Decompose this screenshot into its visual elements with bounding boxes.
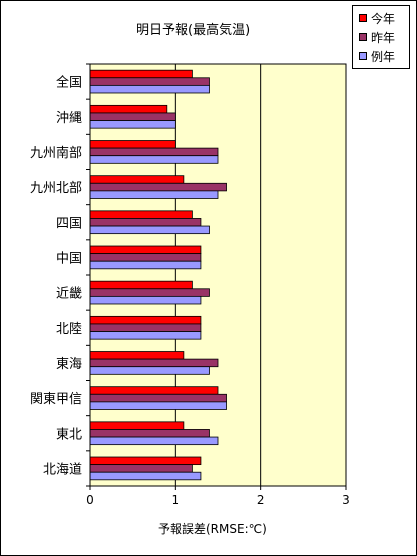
plot-area <box>90 64 346 486</box>
bar-2-4 <box>89 225 210 235</box>
bar-2-6 <box>89 295 202 305</box>
bar-2-7 <box>89 331 202 340</box>
bar-2-0 <box>89 84 210 94</box>
bar-1-8 <box>89 358 219 368</box>
bar-2-1 <box>89 120 176 129</box>
bar-0-9 <box>89 386 219 395</box>
category-label-7: 北陸 <box>56 321 82 337</box>
legend-swatch-last-year <box>359 33 367 41</box>
category-label-2: 九州南部 <box>30 145 82 161</box>
category-label-6: 近畿 <box>56 287 82 302</box>
x-tick-label-2: 2 <box>257 493 265 507</box>
x-tick-label-0: 0 <box>86 493 94 507</box>
chart-title: 明日予報(最高気温) <box>136 23 251 38</box>
bar-1-0 <box>89 77 210 86</box>
bar-0-8 <box>89 351 185 360</box>
bar-1-2 <box>89 147 219 157</box>
bar-1-7 <box>89 323 202 332</box>
category-label-10: 東北 <box>56 426 82 442</box>
bar-2-5 <box>89 260 202 270</box>
bar-0-2 <box>89 140 176 149</box>
legend: 今年 昨年 例年 <box>352 5 410 69</box>
bar-0-5 <box>89 245 202 255</box>
x-axis-label: 予報誤差(RMSE:℃) <box>158 522 267 536</box>
bar-1-11 <box>89 464 193 473</box>
category-label-5: 中国 <box>56 251 82 266</box>
bar-0-1 <box>89 104 168 114</box>
bar-0-4 <box>89 210 193 219</box>
category-label-1: 沖縄 <box>56 111 82 126</box>
bar-0-10 <box>89 421 185 430</box>
bar-0-6 <box>89 280 193 290</box>
bar-2-3 <box>89 190 219 199</box>
legend-label-last-year: 昨年 <box>371 31 396 45</box>
legend-label-normal-year: 例年 <box>371 50 396 64</box>
bar-2-9 <box>89 401 227 410</box>
legend-swatch-normal-year <box>359 52 367 60</box>
bar-1-5 <box>89 253 202 262</box>
bar-0-7 <box>89 315 202 325</box>
bar-2-8 <box>89 366 210 375</box>
category-label-4: 四国 <box>56 216 82 231</box>
bar-1-6 <box>89 288 210 297</box>
bar-0-3 <box>89 175 185 184</box>
bar-0-11 <box>89 456 202 466</box>
category-label-3: 九州北部 <box>30 181 82 196</box>
category-label-8: 東海 <box>56 356 82 372</box>
plot-border <box>89 63 347 487</box>
category-label-0: 全国 <box>56 75 82 91</box>
bar-1-10 <box>89 429 210 438</box>
bar-1-9 <box>89 393 227 403</box>
bar-2-10 <box>89 436 219 446</box>
category-label-9: 関東甲信 <box>30 391 82 407</box>
category-label-11: 北海道 <box>43 462 82 477</box>
legend-label-this-year: 今年 <box>371 12 396 26</box>
bar-1-3 <box>89 182 227 192</box>
x-tick-label-3: 3 <box>342 493 350 507</box>
x-tick-label-1: 1 <box>172 493 180 507</box>
bar-2-2 <box>89 155 219 164</box>
bar-0-0 <box>89 69 193 79</box>
legend-swatch-this-year <box>359 14 367 22</box>
bar-1-4 <box>89 218 202 227</box>
bar-1-1 <box>89 112 176 121</box>
bar-2-11 <box>89 471 202 481</box>
